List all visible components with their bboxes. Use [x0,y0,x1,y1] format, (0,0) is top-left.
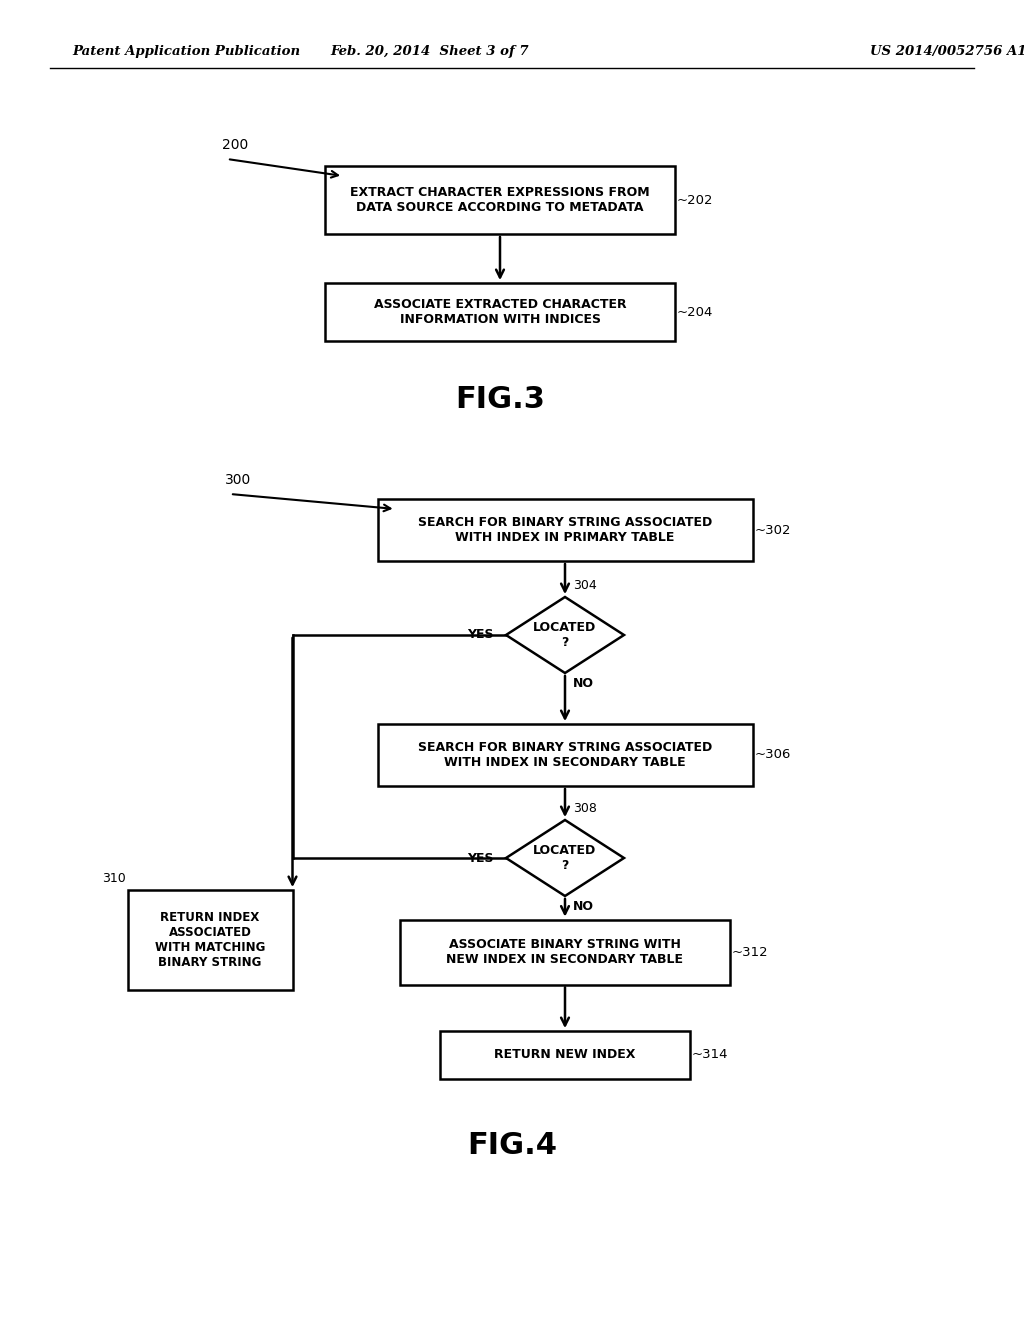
Text: YES: YES [468,628,494,642]
Bar [440,1031,690,1078]
Text: ASSOCIATE EXTRACTED CHARACTER
INFORMATION WITH INDICES: ASSOCIATE EXTRACTED CHARACTER INFORMATIO… [374,298,627,326]
Text: 304: 304 [573,579,597,591]
Text: YES: YES [468,851,494,865]
Text: ~202: ~202 [677,194,714,206]
Bar [325,282,675,341]
Text: US 2014/0052756 A1: US 2014/0052756 A1 [870,45,1024,58]
Text: RETURN INDEX
ASSOCIATED
WITH MATCHING
BINARY STRING: RETURN INDEX ASSOCIATED WITH MATCHING BI… [155,911,265,969]
Text: SEARCH FOR BINARY STRING ASSOCIATED
WITH INDEX IN PRIMARY TABLE: SEARCH FOR BINARY STRING ASSOCIATED WITH… [418,516,712,544]
Polygon shape [506,820,624,896]
Text: 308: 308 [573,803,597,814]
Text: 300: 300 [225,473,251,487]
Bar [378,723,753,785]
Bar [378,499,753,561]
Bar [400,920,730,985]
Bar [128,890,293,990]
Polygon shape [506,597,624,673]
Text: NO: NO [573,677,594,690]
Text: 310: 310 [101,873,126,884]
Text: Feb. 20, 2014  Sheet 3 of 7: Feb. 20, 2014 Sheet 3 of 7 [331,45,529,58]
Text: EXTRACT CHARACTER EXPRESSIONS FROM
DATA SOURCE ACCORDING TO METADATA: EXTRACT CHARACTER EXPRESSIONS FROM DATA … [350,186,650,214]
Bar [325,166,675,234]
Text: ~314: ~314 [692,1048,728,1061]
Text: LOCATED
?: LOCATED ? [534,843,597,873]
Text: Patent Application Publication: Patent Application Publication [72,45,300,58]
Text: ~306: ~306 [755,748,791,762]
Text: 200: 200 [222,139,248,152]
Text: ~204: ~204 [677,305,714,318]
Text: FIG.4: FIG.4 [467,1130,557,1159]
Text: FIG.3: FIG.3 [455,385,545,414]
Text: NO: NO [573,900,594,913]
Text: ASSOCIATE BINARY STRING WITH
NEW INDEX IN SECONDARY TABLE: ASSOCIATE BINARY STRING WITH NEW INDEX I… [446,939,683,966]
Text: SEARCH FOR BINARY STRING ASSOCIATED
WITH INDEX IN SECONDARY TABLE: SEARCH FOR BINARY STRING ASSOCIATED WITH… [418,741,712,770]
Text: RETURN NEW INDEX: RETURN NEW INDEX [495,1048,636,1061]
Text: ~312: ~312 [732,945,769,958]
Text: LOCATED
?: LOCATED ? [534,620,597,649]
Text: ~302: ~302 [755,524,791,536]
